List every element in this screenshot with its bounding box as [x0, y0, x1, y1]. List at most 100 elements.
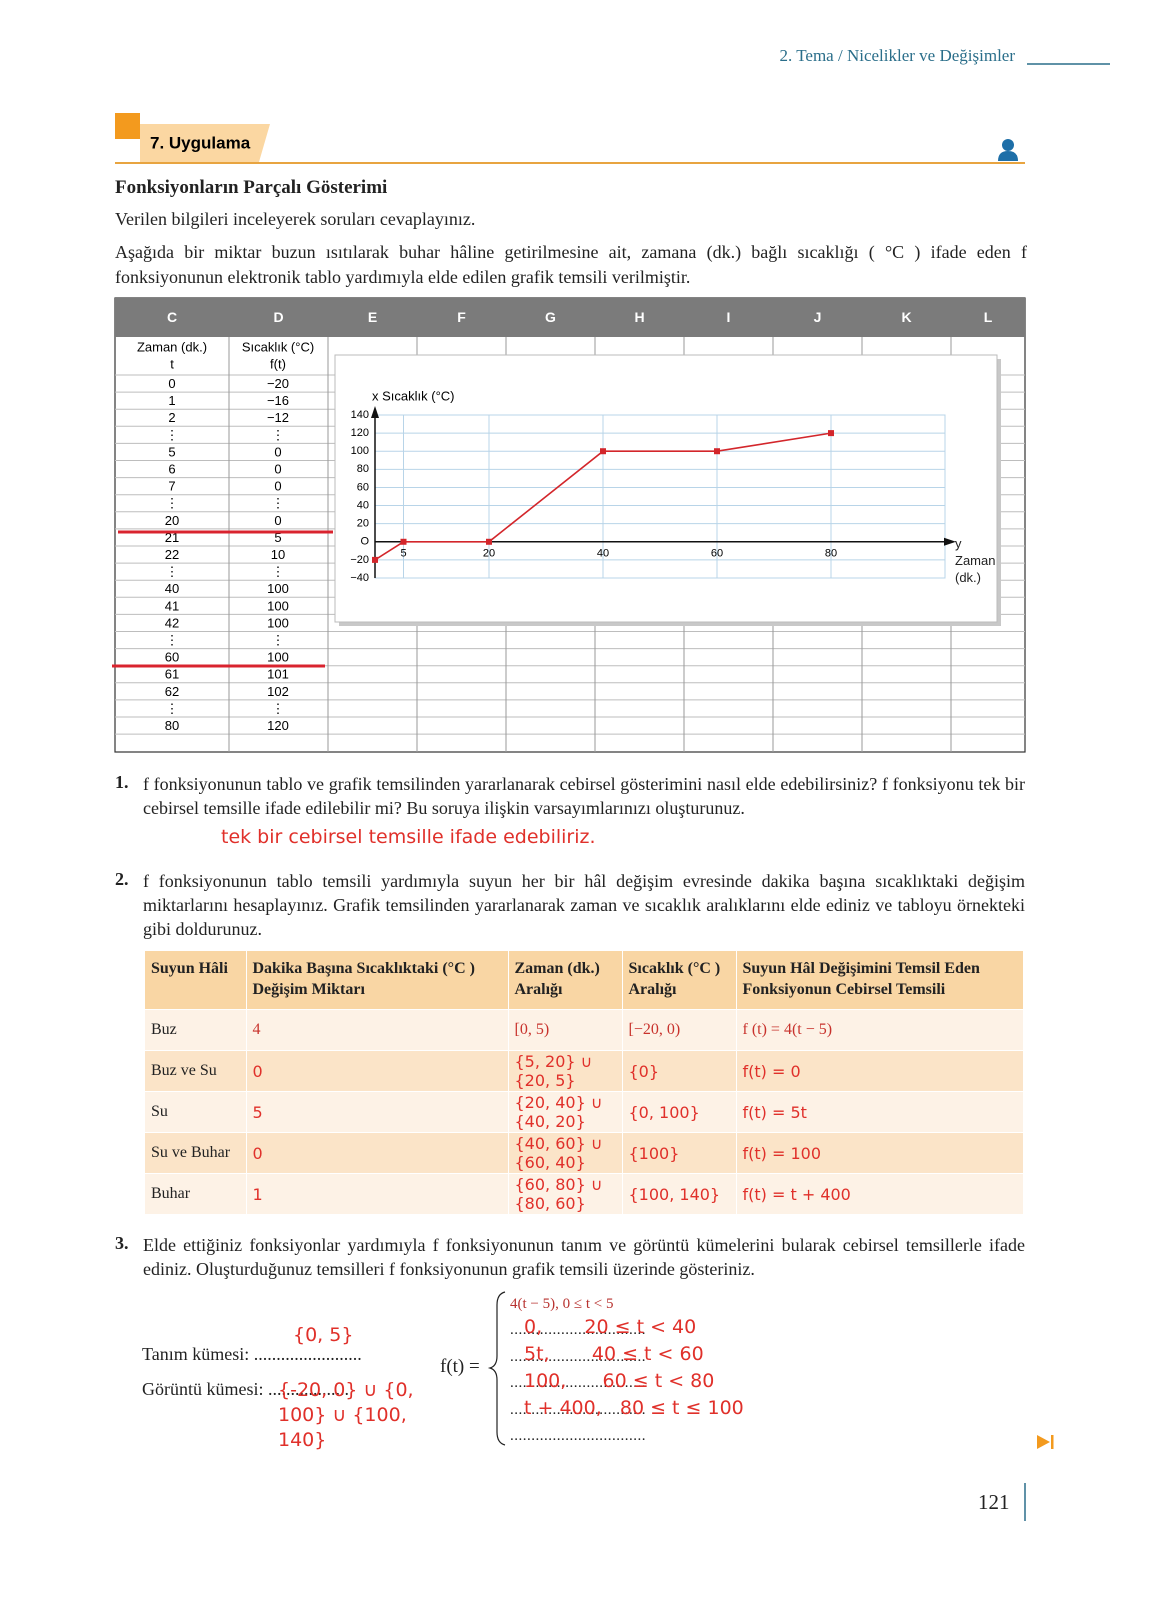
table-row: Buz 4 [0, 5) [−20, 0) f (t) = 4(t − 5) — [145, 1009, 1024, 1051]
sheet-cell: 5 — [274, 530, 281, 545]
function-label: f(t) = — [440, 1356, 480, 1377]
table-header: Sıcaklık (°C ) Aralığı — [622, 951, 737, 1010]
sheet-cell: ⋮ — [272, 564, 285, 579]
y-tick-label: 20 — [357, 518, 369, 530]
sheet-cell: 22 — [165, 547, 179, 562]
sheet-cell: 101 — [267, 667, 289, 682]
question-number: 2. — [115, 869, 129, 889]
table-cell: f (t) = 4(t − 5) — [736, 1009, 1024, 1051]
sheet-cell: ⋮ — [166, 496, 179, 511]
answer-table: Suyun Hâli Dakika Başına Sıcaklıktaki (°C… — [145, 951, 1024, 1214]
data-point — [600, 448, 606, 455]
y-axis-label: x Sıcaklık (°C) — [372, 388, 454, 403]
question-text: Elde ettiğiniz fonksiyonlar yardımıyla f… — [143, 1235, 1025, 1279]
blank-line: ................................ — [510, 1375, 646, 1391]
table-cell: {60, 80} ∪ {80, 60} — [508, 1173, 623, 1214]
instruction: Verilen bilgileri inceleyerek soruları c… — [115, 209, 476, 229]
sheet-header: Sıcaklık (°C) — [242, 339, 314, 354]
data-point — [372, 556, 378, 563]
paragraph: Aşağıda bir miktar buzun ısıtılarak buha… — [115, 242, 1027, 287]
sheet-cell: 100 — [267, 650, 289, 665]
table-cell: {20, 40} ∪ {40, 20} — [508, 1091, 623, 1133]
table-cell: f(t) = t + 400 — [736, 1173, 1024, 1214]
sheet-cell: −12 — [267, 410, 289, 425]
column-letter: L — [984, 309, 993, 325]
sheet-cell: 41 — [165, 598, 179, 613]
table-cell: {5, 20} ∪ {20, 5} — [508, 1050, 623, 1092]
table-cell: {100, 140} — [622, 1173, 737, 1214]
row-label: Buz — [145, 1009, 247, 1051]
y-tick-label: 40 — [357, 499, 369, 511]
table-row: Su ve Buhar 0 {40, 60} ∪ {60, 40} {100} f(t)… — [145, 1132, 1024, 1174]
question-number: 3. — [115, 1233, 129, 1253]
x-axis-label: y Zaman (dk.) — [955, 536, 996, 585]
table-header: Suyun Hâli — [145, 951, 247, 1010]
x-tick-label: 40 — [597, 548, 609, 560]
blank-line: ................................ — [510, 1428, 646, 1444]
answer-piece: 5t, 40 ≤ t < 60 — [524, 1343, 704, 1365]
table-cell: f(t) = 5t — [736, 1091, 1024, 1133]
table-header: Dakika Başına Sıcaklıktaki (°C ) Değişim… — [246, 951, 509, 1010]
page-number: 121 — [978, 1490, 1010, 1514]
sheet-cell: 10 — [271, 547, 285, 562]
sheet-cell: 20 — [165, 513, 179, 528]
table-row: Su 5 {20, 40} ∪ {40, 20} {0, 100} f(t) = 5t — [145, 1091, 1024, 1133]
column-letter: E — [368, 309, 377, 325]
sheet-cell: ⋮ — [166, 701, 179, 716]
table-cell: {0} — [622, 1050, 737, 1092]
sheet-cell: 7 — [168, 479, 175, 494]
y-axis-arrow — [371, 406, 379, 418]
sheet-header: f(t) — [270, 356, 286, 371]
table-cell: 0 — [246, 1132, 509, 1174]
column-letter: F — [457, 309, 466, 325]
y-tick-label: −40 — [350, 572, 369, 584]
sheet-cell: 61 — [165, 667, 179, 682]
range-label: Görüntü kümesi: .................. — [142, 1379, 349, 1399]
sheet-cell: 42 — [165, 615, 179, 630]
table-cell: 1 — [246, 1173, 509, 1214]
sheet-cell: 21 — [165, 530, 179, 545]
sheet-cell: ⋮ — [272, 701, 285, 716]
y-tick-label: 60 — [357, 481, 369, 493]
table-cell: f(t) = 0 — [736, 1050, 1024, 1092]
x-tick-label: 5 — [400, 548, 406, 560]
sheet-cell: ⋮ — [272, 427, 285, 442]
x-tick-label: 80 — [825, 548, 837, 560]
data-point — [400, 538, 407, 545]
sheet-cell: −20 — [267, 376, 289, 391]
sheet-cell: ⋮ — [166, 427, 179, 442]
sheet-cell: 100 — [267, 581, 289, 596]
table-cell: 4 — [246, 1009, 509, 1051]
sheet-cell: 2 — [168, 410, 175, 425]
table-cell: 5 — [246, 1091, 509, 1133]
banner-square — [115, 113, 140, 139]
chart: −40 −20 O 20 40 60 80 100 120 140 5 20 40 60 80 x Sıcak… — [334, 354, 1001, 626]
y-tick-label: −20 — [350, 554, 369, 566]
blank-line: ................................ — [510, 1348, 646, 1365]
sheet-cell: 1 — [168, 393, 175, 408]
answer: tek bir cebirsel temsille ifade edebilir… — [221, 826, 596, 848]
range-answer: {-20, 0} ∪ {0, 100} ∪ {100, 140} — [278, 1379, 414, 1451]
x-tick-label: 60 — [711, 548, 723, 560]
sheet-cell: 62 — [165, 684, 179, 699]
table-header: Suyun Hâl Değişimini Temsil Eden Fonksiy… — [736, 951, 1024, 1010]
column-letter: C — [167, 309, 177, 325]
section-title: Fonksiyonların Parçalı Gösterimi — [115, 177, 388, 198]
column-letter: D — [273, 309, 283, 325]
domain-label: Tanım kümesi: ........................ — [142, 1344, 362, 1364]
data-point — [828, 430, 834, 437]
answer-piece: t + 400, 80 ≤ t ≤ 100 — [524, 1397, 744, 1419]
sheet-cell: ⋮ — [272, 632, 285, 647]
row-label: Buhar — [145, 1173, 247, 1214]
sheet-header: Zaman (dk.) — [137, 339, 207, 354]
table-header: Zaman (dk.) Aralığı — [508, 951, 623, 1010]
row-label: Buz ve Su — [145, 1050, 247, 1092]
sheet-cell: 40 — [165, 581, 179, 596]
column-letter: I — [727, 309, 731, 325]
blank-line: ................................ — [510, 1401, 646, 1418]
sheet-cell: ⋮ — [166, 564, 179, 579]
y-tick-label: O — [360, 536, 369, 548]
table-cell: {0, 100} — [622, 1091, 737, 1133]
sheet-cell: ⋮ — [166, 632, 179, 647]
